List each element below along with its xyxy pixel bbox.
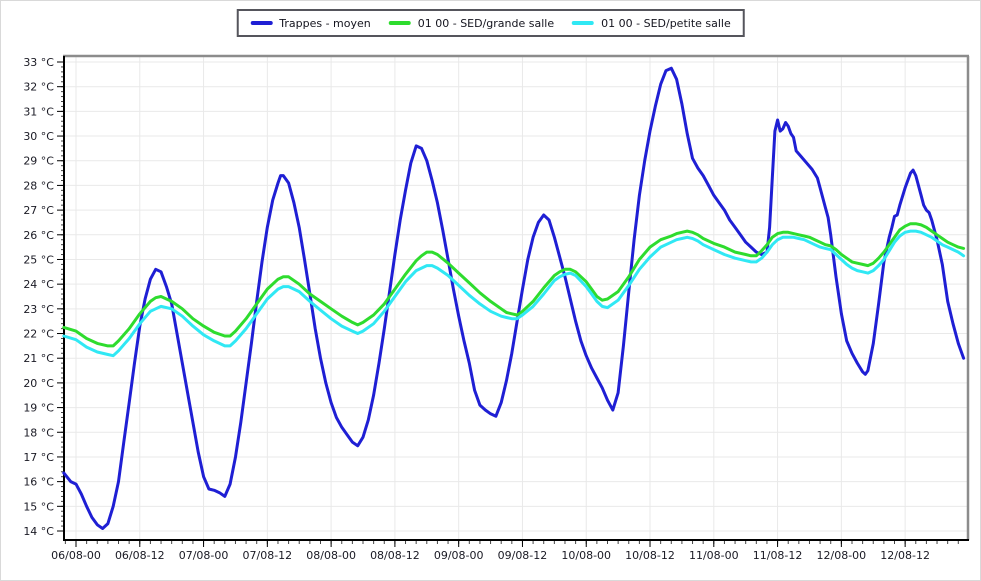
svg-text:17 °C: 17 °C bbox=[23, 451, 54, 464]
svg-text:12/08-00: 12/08-00 bbox=[817, 549, 867, 562]
x-axis-labels: 06/08-00 06/08-12 07/08-00 07/08-12 08/08-00… bbox=[51, 549, 930, 562]
svg-text:21 °C: 21 °C bbox=[23, 352, 54, 365]
svg-text:06/08-12: 06/08-12 bbox=[115, 549, 165, 562]
svg-text:20 °C: 20 °C bbox=[23, 377, 54, 390]
grid-lines bbox=[64, 56, 968, 540]
axis-ticks bbox=[57, 61, 959, 547]
svg-text:08/08-00: 08/08-00 bbox=[306, 549, 356, 562]
legend-swatch-blue-line-icon bbox=[250, 21, 273, 25]
series-line-2 bbox=[62, 229, 966, 358]
svg-text:30 °C: 30 °C bbox=[23, 130, 54, 143]
legend-item-sed-petite-salle: 01 00 - SED/petite salle bbox=[572, 17, 731, 30]
svg-text:09/08-00: 09/08-00 bbox=[434, 549, 484, 562]
svg-text:12/08-12: 12/08-12 bbox=[880, 549, 930, 562]
plot-frame bbox=[63, 54, 970, 541]
svg-text:31 °C: 31 °C bbox=[23, 105, 54, 118]
svg-text:19 °C: 19 °C bbox=[23, 402, 54, 415]
legend-swatch-green-line-icon bbox=[388, 21, 411, 25]
legend-swatch-cyan-line-icon bbox=[572, 21, 595, 25]
svg-text:10/08-12: 10/08-12 bbox=[625, 549, 675, 562]
svg-text:07/08-12: 07/08-12 bbox=[243, 549, 293, 562]
legend-item-trappes-moyen: Trappes - moyen bbox=[250, 17, 371, 30]
y-axis-labels: 33 °C 32 °C 31 °C 30 °C 29 °C 28 °C 27 °C 26 °C… bbox=[23, 56, 54, 538]
svg-text:24 °C: 24 °C bbox=[23, 278, 54, 291]
svg-text:15 °C: 15 °C bbox=[23, 500, 54, 513]
svg-text:10/08-00: 10/08-00 bbox=[561, 549, 611, 562]
series-line-1 bbox=[62, 222, 966, 348]
svg-text:28 °C: 28 °C bbox=[23, 179, 54, 192]
svg-text:26 °C: 26 °C bbox=[23, 229, 54, 242]
svg-text:16 °C: 16 °C bbox=[23, 476, 54, 489]
chart-legend: Trappes - moyen 01 00 - SED/grande salle… bbox=[236, 9, 745, 37]
svg-text:22 °C: 22 °C bbox=[23, 328, 54, 341]
series-line-0 bbox=[62, 66, 966, 530]
svg-text:25 °C: 25 °C bbox=[23, 253, 54, 266]
svg-text:33 °C: 33 °C bbox=[23, 56, 54, 69]
svg-text:09/08-12: 09/08-12 bbox=[498, 549, 548, 562]
svg-text:14 °C: 14 °C bbox=[23, 525, 54, 538]
svg-text:07/08-00: 07/08-00 bbox=[179, 549, 229, 562]
svg-text:11/08-12: 11/08-12 bbox=[753, 549, 803, 562]
legend-label: Trappes - moyen bbox=[279, 16, 371, 30]
svg-text:32 °C: 32 °C bbox=[23, 81, 54, 94]
svg-text:08/08-12: 08/08-12 bbox=[370, 549, 420, 562]
svg-text:11/08-00: 11/08-00 bbox=[689, 549, 739, 562]
svg-text:27 °C: 27 °C bbox=[23, 204, 54, 217]
legend-item-sed-grande-salle: 01 00 - SED/grande salle bbox=[388, 16, 555, 30]
legend-label: 01 00 - SED/grande salle bbox=[417, 16, 555, 30]
svg-text:18 °C: 18 °C bbox=[23, 426, 54, 439]
svg-text:06/08-00: 06/08-00 bbox=[51, 549, 101, 562]
legend-label: 01 00 - SED/petite salle bbox=[601, 16, 731, 30]
svg-text:29 °C: 29 °C bbox=[23, 155, 54, 168]
svg-text:23 °C: 23 °C bbox=[23, 303, 54, 316]
